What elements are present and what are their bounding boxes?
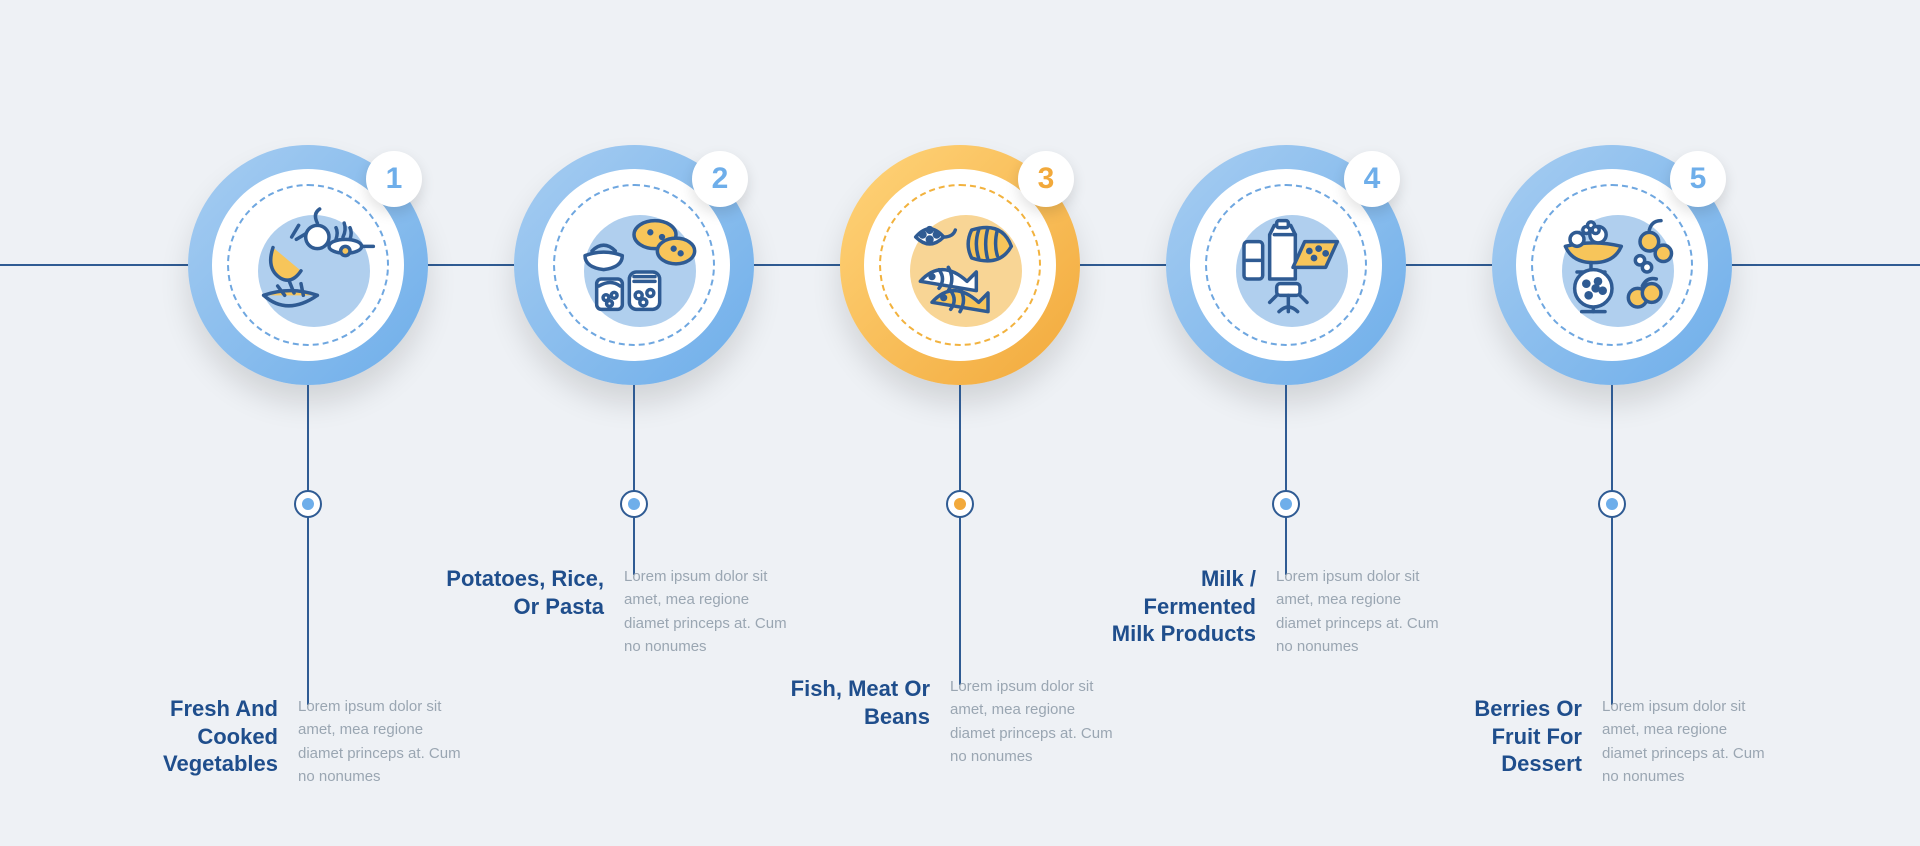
step-body: Lorem ipsum dolor sit amet, mea regione …: [298, 695, 468, 788]
step-body: Lorem ipsum dolor sit amet, mea regione …: [624, 565, 794, 658]
medallion-4: 4: [1166, 145, 1406, 385]
step-number-badge: 1: [366, 151, 422, 207]
step-5: 5Berries Or Fruit For DessertLorem ipsum…: [1452, 145, 1772, 385]
connector-dot-core: [302, 498, 314, 510]
step-title: Potatoes, Rice, Or Pasta: [444, 565, 604, 620]
step-number-badge: 5: [1670, 151, 1726, 207]
step-text: Fresh And Cooked VegetablesLorem ipsum d…: [118, 695, 468, 788]
connector-stem: [307, 385, 309, 705]
medallion-1: 1: [188, 145, 428, 385]
step-number-badge: 2: [692, 151, 748, 207]
step-4: 4Milk / Fermented Milk ProductsLorem ips…: [1126, 145, 1446, 385]
step-body: Lorem ipsum dolor sit amet, mea regione …: [950, 675, 1120, 768]
step-number-badge: 3: [1018, 151, 1074, 207]
connector-dot: [1598, 490, 1626, 518]
connector-dot: [294, 490, 322, 518]
connector-stem: [1611, 385, 1613, 705]
medallion-2: 2: [514, 145, 754, 385]
connector-stem: [959, 385, 961, 685]
connector-stem: [1285, 385, 1287, 575]
step-number: 2: [712, 162, 729, 196]
connector-dot-core: [1280, 498, 1292, 510]
step-text: Berries Or Fruit For DessertLorem ipsum …: [1422, 695, 1772, 788]
connector-dot-core: [1606, 498, 1618, 510]
step-body: Lorem ipsum dolor sit amet, mea regione …: [1602, 695, 1772, 788]
step-text: Fish, Meat Or Beans Lorem ipsum dolor sit…: [770, 675, 1120, 768]
step-title: Fresh And Cooked Vegetables: [118, 695, 278, 778]
step-body: Lorem ipsum dolor sit amet, mea regione …: [1276, 565, 1446, 658]
step-number: 4: [1364, 162, 1381, 196]
step-text: Milk / Fermented Milk ProductsLorem ipsu…: [1096, 565, 1446, 658]
step-title: Berries Or Fruit For Dessert: [1422, 695, 1582, 778]
step-number: 3: [1038, 162, 1055, 196]
step-number: 1: [386, 162, 403, 196]
step-number-badge: 4: [1344, 151, 1400, 207]
step-2: 2Potatoes, Rice, Or PastaLorem ipsum dol…: [474, 145, 794, 385]
medallion-3: 3: [840, 145, 1080, 385]
connector-dot: [1272, 490, 1300, 518]
step-text: Potatoes, Rice, Or Pasta Lorem ipsum dolo…: [444, 565, 794, 658]
connector-dot-core: [954, 498, 966, 510]
step-title: Fish, Meat Or Beans: [770, 675, 930, 730]
connector-dot-core: [628, 498, 640, 510]
step-3: 3Fish, Meat Or BeansLorem ipsum dolor si…: [800, 145, 1120, 385]
infographic-canvas: 1Fresh And Cooked VegetablesLorem ipsum …: [0, 0, 1920, 846]
connector-dot: [946, 490, 974, 518]
connector-stem: [633, 385, 635, 575]
step-title: Milk / Fermented Milk Products: [1096, 565, 1256, 648]
step-number: 5: [1690, 162, 1707, 196]
step-1: 1Fresh And Cooked VegetablesLorem ipsum …: [148, 145, 468, 385]
medallion-5: 5: [1492, 145, 1732, 385]
connector-dot: [620, 490, 648, 518]
